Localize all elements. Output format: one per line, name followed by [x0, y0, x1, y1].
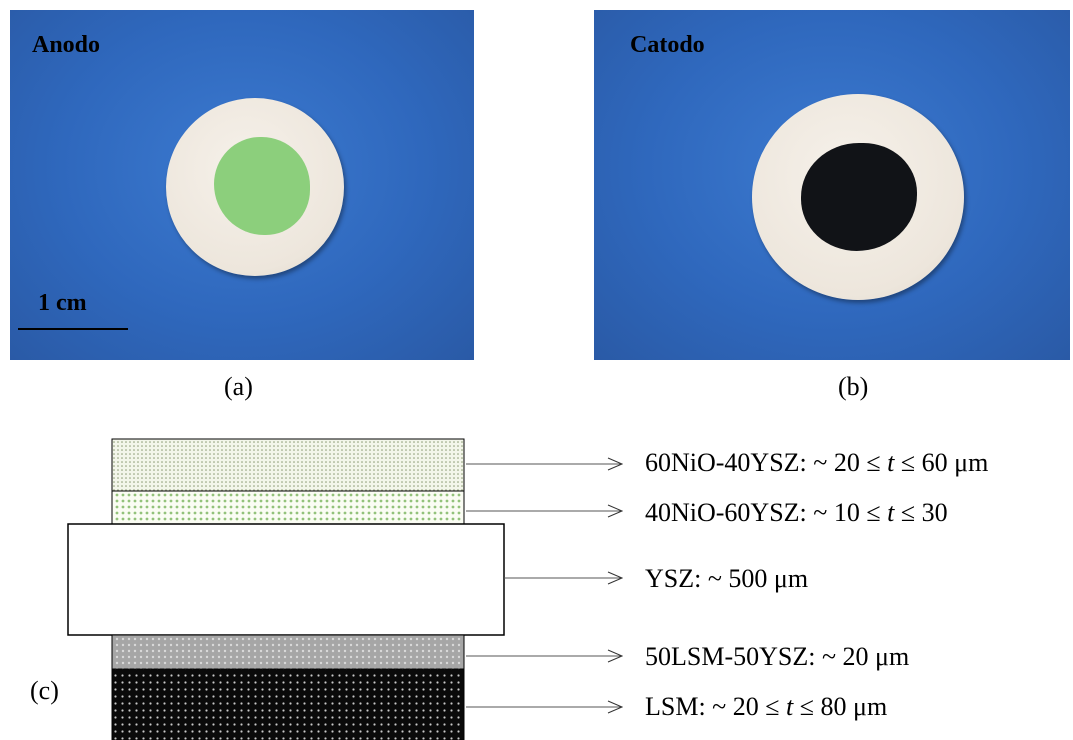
anode-photo: Anodo 1 cm: [10, 10, 474, 360]
label-40nio-60ysz: 40NiO-60YSZ: ~ 10 ≤ t ≤ 30: [645, 498, 948, 527]
caption-a: (a): [224, 372, 253, 401]
layer-lsm: [111, 668, 465, 740]
caption-c: (c): [30, 676, 59, 705]
label-ysz: YSZ: ~ 500 μm: [645, 564, 809, 593]
layer-50lsm-50ysz: [111, 634, 465, 670]
cathode-label: Catodo: [630, 32, 705, 58]
anode-label: Anodo: [32, 32, 101, 58]
layer-40nio-60ysz: [111, 490, 465, 525]
label-50lsm-50ysz: 50LSM-50YSZ: ~ 20 μm: [645, 642, 910, 671]
layer-60nio-40ysz: [111, 438, 465, 492]
cathode-photo: Catodo: [594, 10, 1070, 360]
label-lsm: LSM: ~ 20 ≤ t ≤ 80 μm: [645, 692, 888, 721]
scale-bar-label: 1 cm: [38, 290, 87, 316]
caption-b: (b): [838, 372, 869, 401]
layer-ysz-electrolyte: [67, 523, 505, 636]
anode-electrode: [214, 137, 310, 235]
cathode-electrode: [801, 143, 917, 251]
scale-bar: [18, 328, 128, 330]
label-60nio-40ysz: 60NiO-40YSZ: ~ 20 ≤ t ≤ 60 μm: [645, 448, 989, 477]
